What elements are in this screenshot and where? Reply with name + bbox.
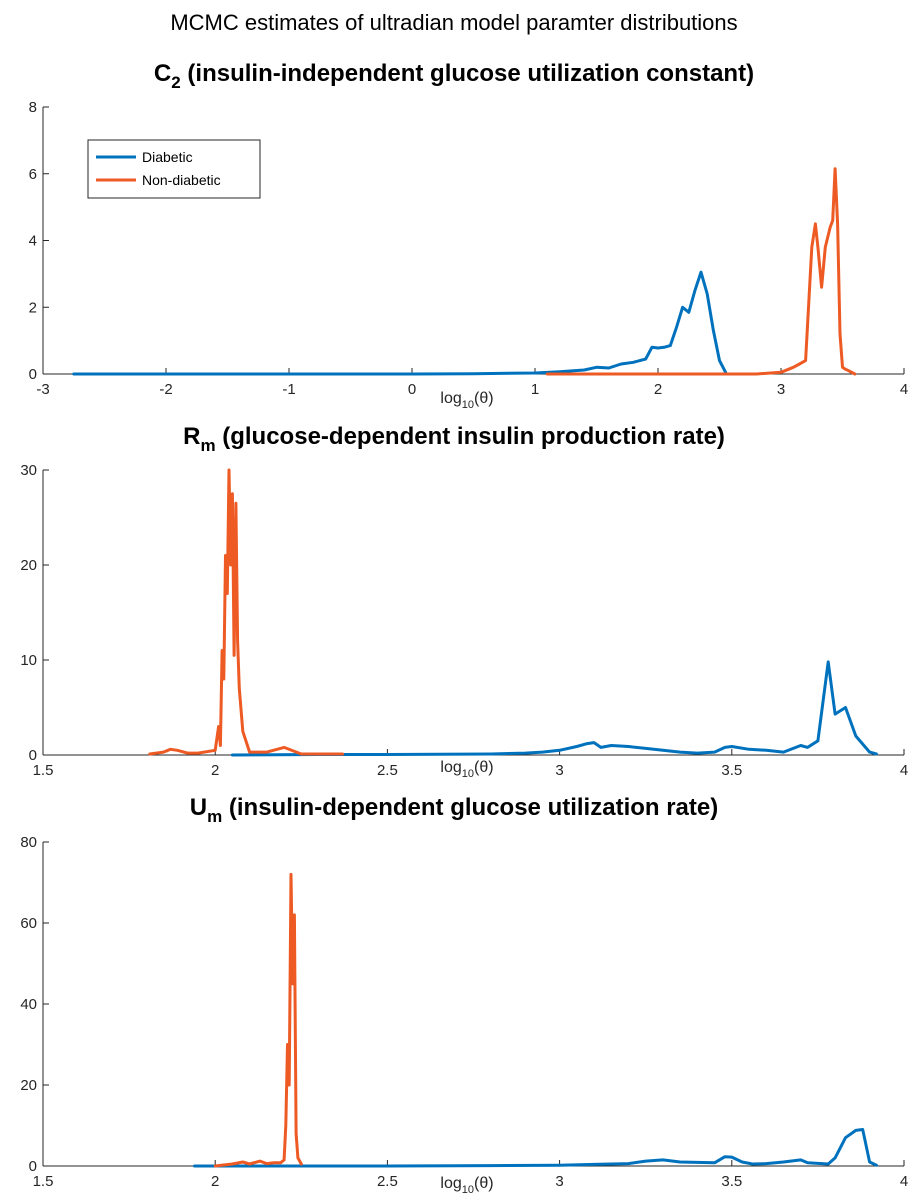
plot-area <box>72 167 857 376</box>
x-tick-label: 2.5 <box>377 762 398 779</box>
x-tick-label: 4 <box>900 381 908 398</box>
x-tick-label: 1 <box>531 381 539 398</box>
y-tick-label: 60 <box>20 915 37 932</box>
panel-title: Rm (glucose-dependent insulin production… <box>183 423 725 455</box>
xlabel-subscript: 10 <box>462 768 474 780</box>
title-rest: (glucose-dependent insulin production ra… <box>216 423 725 450</box>
x-tick-label: 4 <box>900 762 908 779</box>
x-tick-label: 2.5 <box>377 1173 398 1190</box>
figure-suptitle: MCMC estimates of ultradian model paramt… <box>170 10 737 35</box>
xlabel-subscript: 10 <box>462 1184 474 1196</box>
y-tick-label: 30 <box>20 462 37 479</box>
title-subscript: m <box>200 436 215 455</box>
y-tick-label: 10 <box>20 652 37 669</box>
plot-area <box>193 872 878 1168</box>
panel-rm: Rm (glucose-dependent insulin production… <box>20 423 908 780</box>
title-main: R <box>183 423 200 450</box>
x-axis-label: log10(θ) <box>440 759 493 780</box>
x-tick-label: 1.5 <box>33 1173 54 1190</box>
series-line-non-diabetic <box>213 872 303 1168</box>
y-tick-label: 0 <box>29 366 37 383</box>
plot-area <box>148 468 878 757</box>
x-tick-label: 0 <box>408 381 416 398</box>
title-main: C <box>154 60 171 87</box>
xlabel-main: log <box>440 759 461 776</box>
x-tick-label: 3.5 <box>721 762 742 779</box>
y-tick-label: 4 <box>29 233 37 250</box>
series-line-non-diabetic <box>545 167 857 376</box>
legend-label-diabetic: Diabetic <box>142 149 193 165</box>
x-tick-label: 3.5 <box>721 1173 742 1190</box>
legend-box <box>87 139 261 199</box>
x-tick-label: 1.5 <box>33 762 54 779</box>
series-line-diabetic <box>193 1128 878 1168</box>
x-tick-label: 3 <box>555 762 563 779</box>
title-main: U <box>190 794 207 821</box>
panel-title: Um (insulin-dependent glucose utilizatio… <box>190 794 719 826</box>
series-line-non-diabetic <box>148 468 345 756</box>
panel-c2: C2 (insulin-independent glucose utilizat… <box>29 60 908 411</box>
xlabel-rest: (θ) <box>474 1175 494 1192</box>
xlabel-main: log <box>440 1175 461 1192</box>
y-tick-label: 8 <box>29 99 37 116</box>
x-tick-label: -3 <box>36 381 49 398</box>
y-tick-label: 0 <box>29 747 37 764</box>
y-tick-label: 2 <box>29 299 37 316</box>
legend: Diabetic Non-diabetic <box>87 139 261 199</box>
x-tick-label: 4 <box>900 1173 908 1190</box>
x-tick-label: 2 <box>211 762 219 779</box>
panel-um: Um (insulin-dependent glucose utilizatio… <box>20 794 908 1196</box>
y-tick-label: 20 <box>20 557 37 574</box>
title-subscript: 2 <box>171 73 180 92</box>
xlabel-rest: (θ) <box>474 390 494 407</box>
y-tick-label: 40 <box>20 996 37 1013</box>
x-tick-label: 2 <box>211 1173 219 1190</box>
panel-title: C2 (insulin-independent glucose utilizat… <box>154 60 754 92</box>
y-tick-label: 80 <box>20 834 37 851</box>
legend-label-nondiabetic: Non-diabetic <box>142 172 221 188</box>
x-tick-label: 3 <box>777 381 785 398</box>
xlabel-subscript: 10 <box>462 399 474 411</box>
y-tick-label: 6 <box>29 166 37 183</box>
title-rest: (insulin-independent glucose utilization… <box>181 60 754 87</box>
x-tick-label: -2 <box>159 381 172 398</box>
series-line-diabetic <box>72 270 728 376</box>
xlabel-rest: (θ) <box>474 759 494 776</box>
y-tick-label: 0 <box>29 1158 37 1175</box>
title-rest: (insulin-dependent glucose utilization r… <box>222 794 718 821</box>
xlabel-main: log <box>440 390 461 407</box>
x-axis-label: log10(θ) <box>440 1175 493 1196</box>
x-tick-label: 2 <box>654 381 662 398</box>
series-line-diabetic <box>230 660 878 757</box>
x-tick-label: 3 <box>555 1173 563 1190</box>
title-subscript: m <box>207 807 222 826</box>
y-tick-label: 20 <box>20 1077 37 1094</box>
x-axis-label: log10(θ) <box>440 390 493 411</box>
ticks: 1.5 2 2.5 3 3.5 4 0 10 20 30 <box>20 462 908 779</box>
x-tick-label: -1 <box>282 381 295 398</box>
